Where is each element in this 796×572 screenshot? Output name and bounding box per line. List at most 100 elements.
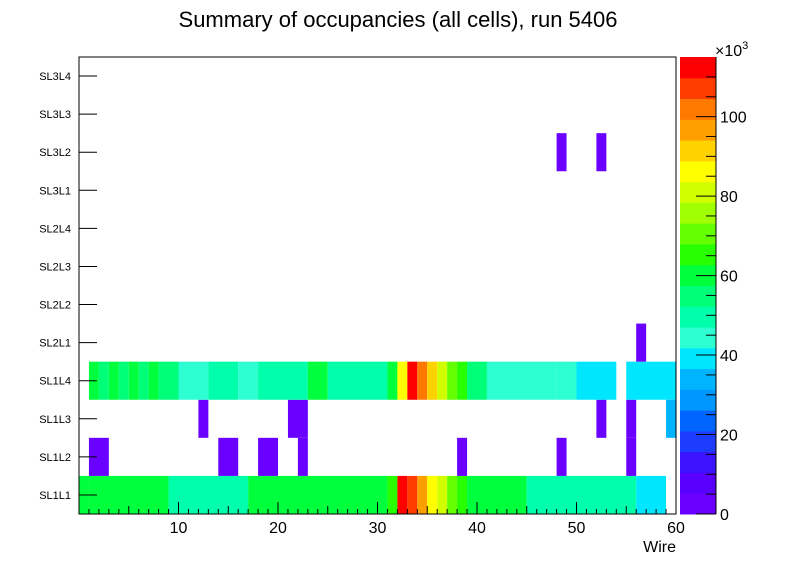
heatmap-cell (457, 361, 468, 400)
heatmap-cell (437, 361, 448, 400)
palette-swatch (680, 202, 716, 224)
heatmap-cell (447, 361, 458, 400)
heatmap-cell (238, 361, 259, 400)
y-tick-label: SL2L2 (39, 300, 71, 312)
palette-swatch (680, 77, 716, 100)
z-tick-label: 40 (720, 348, 738, 365)
heatmap-cell (98, 361, 109, 400)
heatmap-cell (556, 437, 567, 476)
heatmap-cell (397, 475, 408, 514)
y-tick-label: SL3L3 (39, 109, 71, 121)
heatmap-cell (88, 437, 109, 476)
heatmap-cell (626, 437, 637, 476)
color-scale-axis: 0 20 40 60 80 100 (696, 57, 747, 524)
heatmap-cell (148, 361, 159, 400)
y-tick-label: SL3L4 (39, 71, 71, 83)
z-tick-label: 60 (720, 269, 738, 286)
heatmap-cell (636, 475, 667, 514)
heatmap-cell (566, 361, 577, 400)
palette-swatch (680, 451, 716, 473)
heatmap-cell (556, 133, 567, 172)
heatmap-cell (287, 399, 308, 438)
color-scale (680, 57, 716, 515)
heatmap-cell (258, 361, 308, 400)
y-tick-label: SL2L4 (39, 223, 71, 235)
z-tick-label: 0 (720, 507, 729, 524)
x-tick-label: 10 (170, 520, 188, 537)
palette-swatch (680, 285, 716, 307)
z-tick-label: 100 (720, 110, 747, 127)
heatmap-cell (158, 361, 179, 400)
heatmap-cell (178, 361, 209, 400)
heatmap-cell (447, 475, 458, 514)
x-axis: 10 20 30 40 50 60 (88, 502, 685, 537)
heatmap-cell (248, 475, 388, 514)
y-tick-label: SL1L2 (39, 452, 71, 464)
plot-frame (78, 56, 677, 515)
palette-swatch (680, 306, 716, 328)
heatmap-cell (467, 475, 527, 514)
chart-title: Summary of occupancies (all cells), run … (179, 7, 618, 32)
heatmap-cell (427, 475, 438, 514)
palette-swatch (680, 223, 716, 245)
palette-swatch (680, 57, 716, 79)
palette-swatch (680, 368, 716, 390)
palette-swatch (680, 472, 716, 494)
palette-swatch (680, 430, 716, 453)
heatmap-cell (297, 437, 308, 476)
heatmap-cell (666, 399, 676, 438)
heatmap-cell (218, 437, 239, 476)
y-tick-label: SL1L1 (39, 490, 71, 502)
z-multiplier-label: ×103 (715, 40, 748, 60)
heatmap-cell (198, 399, 209, 438)
x-tick-label: 50 (568, 520, 586, 537)
heatmap-cell (626, 361, 676, 400)
x-tick-label: 40 (468, 520, 486, 537)
palette-swatch (680, 98, 716, 120)
palette-swatch (680, 327, 716, 349)
heatmap-cell (387, 475, 398, 514)
heatmap-cell (556, 361, 567, 400)
palette-swatch (680, 140, 716, 162)
heatmap-cell (596, 133, 607, 172)
heatmap-cell (636, 323, 647, 362)
palette-swatch (680, 389, 716, 411)
palette-swatch (680, 410, 716, 432)
heatmap-cell (417, 475, 428, 514)
z-tick-label: 80 (720, 189, 738, 206)
heatmap-cell (457, 437, 468, 476)
heatmap-cell (457, 475, 468, 514)
heatmap-cell (576, 361, 617, 400)
heatmap-cell (526, 475, 637, 514)
x-tick-label: 60 (667, 520, 685, 537)
y-axis: SL1L1 SL1L2 SL1L3 SL1L4 SL2L1 SL2L2 SL2L3 SL2L4… (39, 71, 97, 502)
heatmap-cell (208, 361, 239, 400)
palette-swatch (680, 347, 716, 370)
heatmap-cell (128, 361, 139, 400)
x-tick-label: 30 (369, 520, 387, 537)
y-tick-label: SL3L1 (39, 185, 71, 197)
heatmap-cell (407, 475, 418, 514)
y-tick-label: SL1L3 (39, 414, 71, 426)
heatmap-cell (596, 399, 607, 438)
heatmap-cell (258, 437, 278, 476)
palette-swatch (680, 160, 716, 183)
y-tick-label: SL2L3 (39, 261, 71, 273)
palette-swatch (680, 493, 716, 515)
heatmap-cell (168, 475, 249, 514)
y-tick-label: SL2L1 (39, 338, 71, 350)
palette-swatch (680, 181, 716, 203)
heatmap-cell (626, 399, 637, 438)
heatmap-cell (417, 361, 428, 400)
heatmap-cell (407, 361, 418, 400)
heatmap-cell (467, 361, 487, 400)
palette-swatch (680, 243, 716, 266)
heatmap-cell (327, 361, 388, 400)
heatmap-cell (437, 475, 448, 514)
heatmap-cell (108, 361, 119, 400)
heatmap-cell (307, 361, 328, 400)
heatmap-cell (118, 361, 129, 400)
heatmap-cells (79, 133, 676, 514)
x-axis-label: Wire (643, 539, 676, 556)
